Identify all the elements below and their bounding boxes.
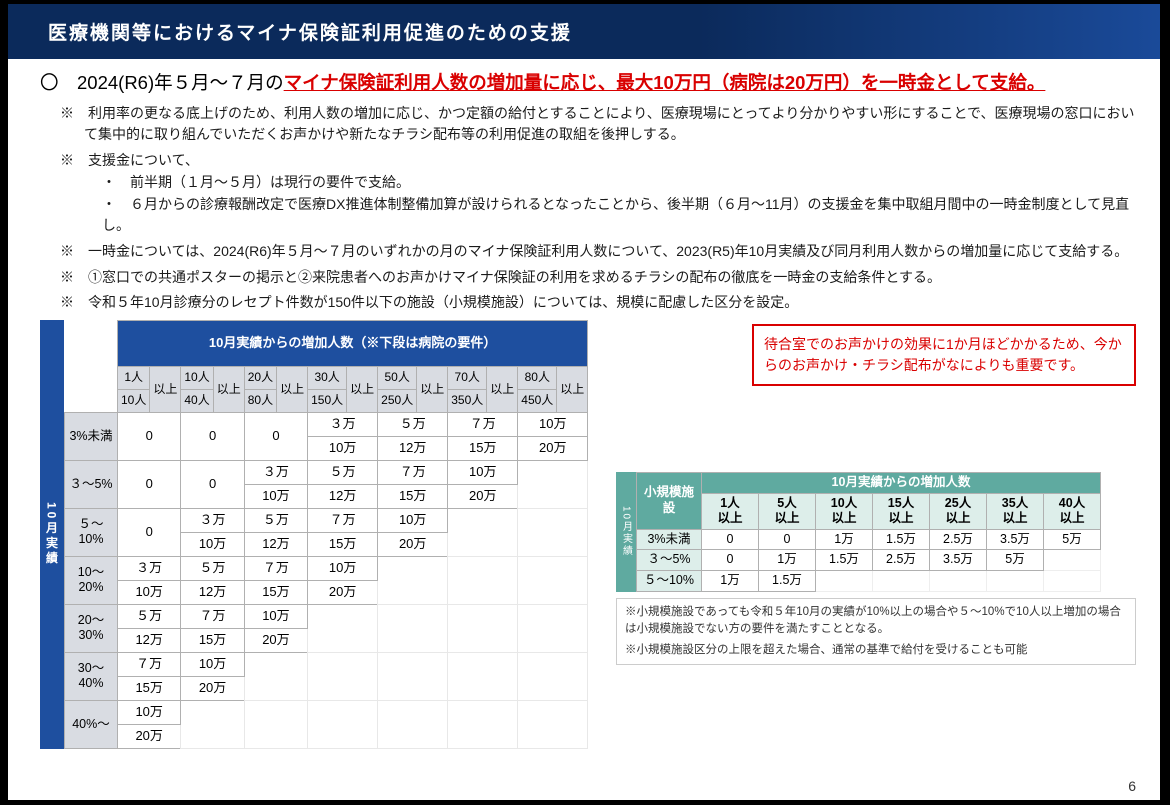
small-table: 小規模施設10月実績からの増加人数1人以上5人以上10人以上15人以上25人以上… bbox=[636, 472, 1101, 592]
tables-region: 10月実績 10月実績からの増加人数（※下段は病院の要件）1人以上10人以上20… bbox=[40, 320, 1142, 749]
small-table-side-label: 10月実績 bbox=[616, 472, 636, 592]
slide: 医療機関等におけるマイナ保険証利用促進のための支援 〇 2024(R6)年５月～… bbox=[8, 4, 1160, 800]
content-area: 〇 2024(R6)年５月～７月のマイナ保険証利用人数の増加量に応じ、最大10万… bbox=[8, 59, 1160, 749]
note-2-sub2: ・ ６月からの診療報酬改定で医療DX推進体制整備加算が設けられるとなったことから… bbox=[84, 194, 1142, 237]
note-4: ※ ①窓口での共通ポスターの掲示と②来院患者へのお声かけマイナ保険証の利用を求め… bbox=[40, 267, 1142, 289]
page-number: 6 bbox=[1128, 778, 1136, 794]
small-note-2: ※小規模施設区分の上限を超えた場合、通常の基準で給付を受けることも可能 bbox=[625, 642, 1127, 659]
callout-box: 待合室でのお声かけの効果に1か月ほどかかるため、今からのお声かけ・チラシ配布がな… bbox=[752, 324, 1136, 386]
note-5: ※ 令和５年10月診療分のレセプト件数が150件以下の施設（小規模施設）について… bbox=[40, 292, 1142, 314]
small-table-wrap: 10月実績 小規模施設10月実績からの増加人数1人以上5人以上10人以上15人以… bbox=[616, 472, 1136, 666]
small-table-notes: ※小規模施設であっても令和５年10月の実績が10%以上の場合や５～10%で10人… bbox=[616, 598, 1136, 666]
note-1: ※ 利用率の更なる底上げのため、利用人数の増加に応じ、かつ定額の給付とすることに… bbox=[40, 103, 1142, 146]
main-table-side-label: 10月実績 bbox=[40, 320, 64, 749]
lead-sentence: 〇 2024(R6)年５月～７月のマイナ保険証利用人数の増加量に応じ、最大10万… bbox=[40, 69, 1142, 97]
note-3: ※ 一時金については、2024(R6)年５月～７月のいずれかの月のマイナ保険証利… bbox=[40, 241, 1142, 263]
main-table: 10月実績からの増加人数（※下段は病院の要件）1人以上10人以上20人以上30人… bbox=[64, 320, 588, 749]
slide-title: 医療機関等におけるマイナ保険証利用促進のための支援 bbox=[8, 4, 1160, 59]
note-2: ※ 支援金について、 ・ 前半期（１月～５月）は現行の要件で支給。 ・ ６月から… bbox=[40, 150, 1142, 237]
note-2-head: ※ 支援金について、 bbox=[60, 152, 199, 168]
lead-emphasis: マイナ保険証利用人数の増加量に応じ、最大10万円（病院は20万円）を一時金として… bbox=[284, 72, 1046, 93]
small-note-1: ※小規模施設であっても令和５年10月の実績が10%以上の場合や５～10%で10人… bbox=[625, 604, 1127, 639]
lead-prefix: 〇 2024(R6)年５月～７月の bbox=[40, 72, 284, 93]
note-2-sub1: ・ 前半期（１月～５月）は現行の要件で支給。 bbox=[84, 172, 1142, 194]
